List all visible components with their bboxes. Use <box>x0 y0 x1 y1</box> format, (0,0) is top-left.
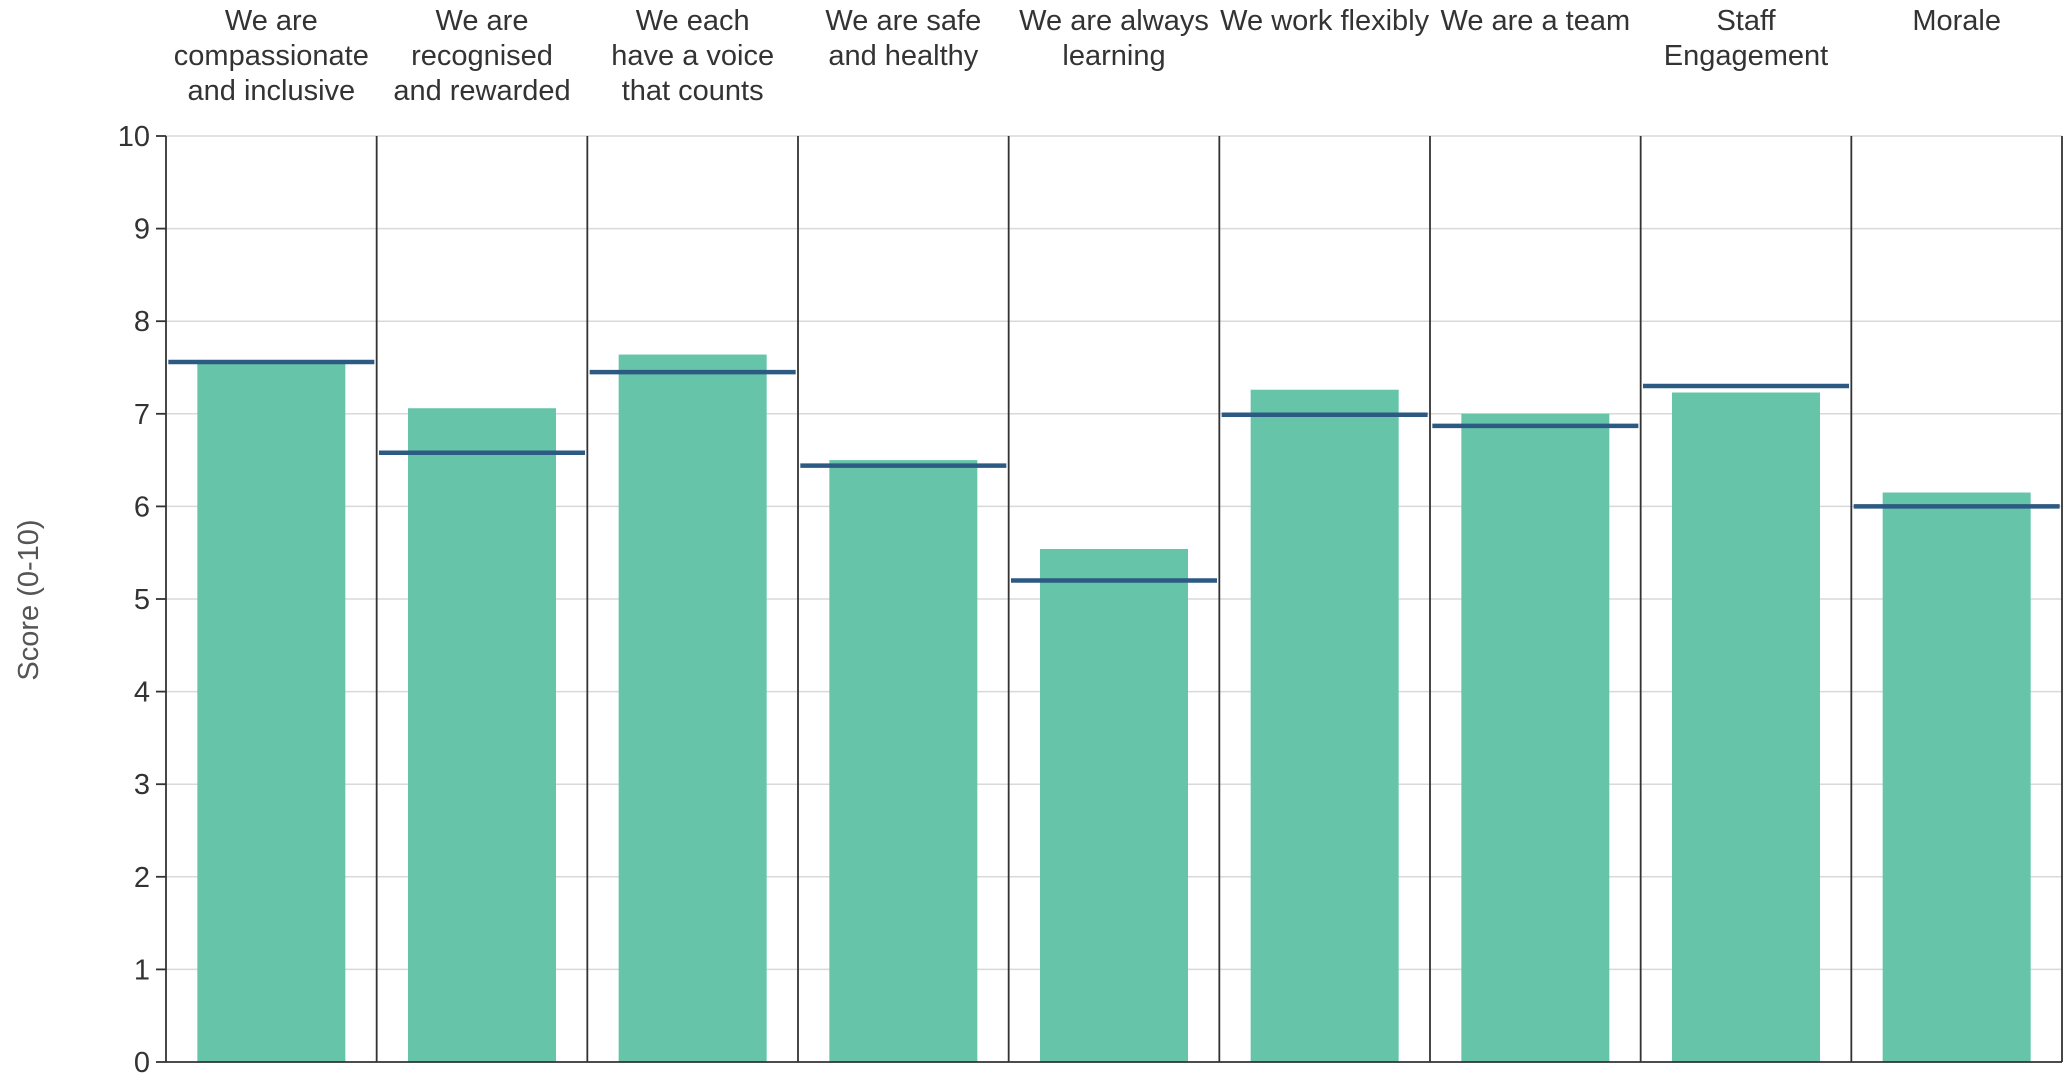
category-label-line: and rewarded <box>393 75 570 107</box>
category-label-line: We are a team <box>1440 5 1630 37</box>
category-label-line: We work flexibly <box>1220 5 1429 37</box>
category-label-line: We each <box>636 5 750 37</box>
y-tick-label-5: 5 <box>134 584 150 616</box>
bar-7 <box>1461 413 1610 1062</box>
bar-9 <box>1882 492 2031 1062</box>
y-tick-label-2: 2 <box>134 862 150 894</box>
y-tick-label-4: 4 <box>134 677 150 709</box>
y-tick-label-10: 10 <box>118 121 150 153</box>
category-label-line: have a voice <box>611 40 774 72</box>
category-label-2: We are recognised and rewarded <box>393 5 570 107</box>
category-dividers <box>375 136 2063 1062</box>
category-label-line: learning <box>1062 40 1165 72</box>
y-tick-label-0: 0 <box>134 1047 150 1078</box>
bar-2 <box>408 408 556 1062</box>
bar-8 <box>1672 392 1820 1062</box>
category-label-5: We are always learning <box>1019 5 1209 72</box>
y-tick-label-9: 9 <box>134 214 150 246</box>
category-label-3: We each have a voice that counts <box>611 5 774 107</box>
category-label-8: Staff Engagement <box>1664 5 1828 72</box>
category-label-line: and inclusive <box>188 75 356 107</box>
y-tick-label-6: 6 <box>134 491 150 523</box>
bar-4 <box>829 460 978 1063</box>
bar-6 <box>1250 389 1399 1062</box>
category-label-line: recognised <box>411 40 553 72</box>
category-label-6: We work flexibly <box>1220 5 1429 37</box>
category-label-line: We are safe <box>825 5 981 37</box>
category-label-line: We are <box>436 5 529 37</box>
category-label-1: We are compassionate and inclusive <box>174 5 369 107</box>
category-label-line: and healthy <box>828 40 978 72</box>
category-label-line: We are <box>225 5 318 37</box>
category-label-7: We are a team <box>1440 5 1630 37</box>
y-tick-label-8: 8 <box>134 306 150 338</box>
bar-5 <box>1040 548 1188 1062</box>
category-label-9: Morale <box>1912 5 2001 37</box>
category-label-line: that counts <box>622 75 764 107</box>
category-label-line: Staff <box>1716 5 1776 37</box>
bar-1 <box>197 362 346 1062</box>
category-label-line: We are always <box>1019 5 1209 37</box>
category-label-line: compassionate <box>174 40 369 72</box>
y-axis-title: Score (0-10) <box>13 519 45 680</box>
y-tick-label-3: 3 <box>134 769 150 801</box>
y-tick-label-1: 1 <box>134 954 150 986</box>
y-axis: 0 1 2 3 4 5 6 7 8 9 10 <box>118 121 2062 1079</box>
y-tick-label-7: 7 <box>134 399 150 431</box>
category-label-4: We are safe and healthy <box>825 5 981 72</box>
comparison-markers <box>168 359 2060 583</box>
category-label-line: Engagement <box>1664 40 1828 72</box>
bars <box>197 354 2031 1063</box>
category-label-line: Morale <box>1912 5 2001 37</box>
bar-3 <box>618 354 767 1062</box>
